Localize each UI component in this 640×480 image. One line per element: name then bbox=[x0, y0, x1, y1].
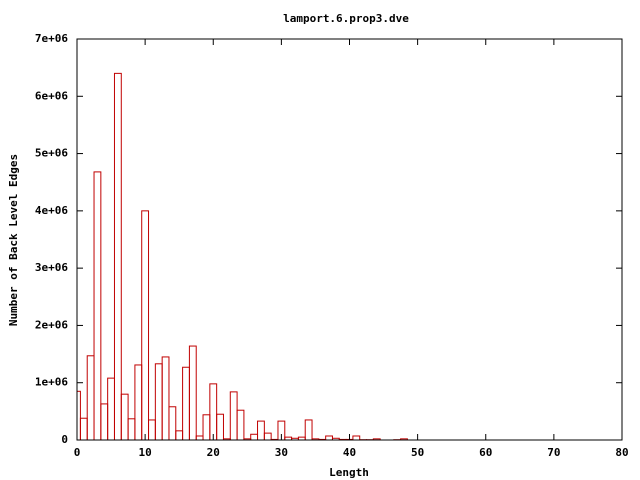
chart-title: lamport.6.prop3.dve bbox=[283, 12, 409, 25]
x-axis-label: Length bbox=[329, 466, 369, 479]
y-tick-label: 3e+06 bbox=[35, 261, 68, 274]
x-tick-label: 10 bbox=[139, 446, 152, 459]
bar bbox=[216, 413, 224, 440]
y-tick-label: 4e+06 bbox=[35, 204, 68, 217]
bar bbox=[77, 390, 81, 440]
y-tick-label: 6e+06 bbox=[35, 89, 68, 102]
y-tick-label: 5e+06 bbox=[35, 147, 68, 160]
x-tick-label: 0 bbox=[74, 446, 81, 459]
y-tick-label: 7e+06 bbox=[35, 32, 68, 45]
x-tick-label: 80 bbox=[615, 446, 628, 459]
x-tick-label: 50 bbox=[411, 446, 424, 459]
x-tick-label: 30 bbox=[275, 446, 288, 459]
x-tick-label: 60 bbox=[479, 446, 492, 459]
bar bbox=[141, 210, 150, 440]
bar bbox=[93, 171, 102, 440]
bar bbox=[304, 419, 313, 440]
y-axis-label: Number of Back Level Edges bbox=[7, 154, 20, 326]
x-tick-label: 20 bbox=[207, 446, 220, 459]
bar bbox=[168, 406, 177, 440]
x-tick-label: 70 bbox=[547, 446, 560, 459]
bar bbox=[113, 72, 122, 440]
y-tick-label: 1e+06 bbox=[35, 376, 68, 389]
y-tick-label: 2e+06 bbox=[35, 318, 68, 331]
x-tick-label: 40 bbox=[343, 446, 356, 459]
y-tick-label: 0 bbox=[61, 433, 68, 446]
